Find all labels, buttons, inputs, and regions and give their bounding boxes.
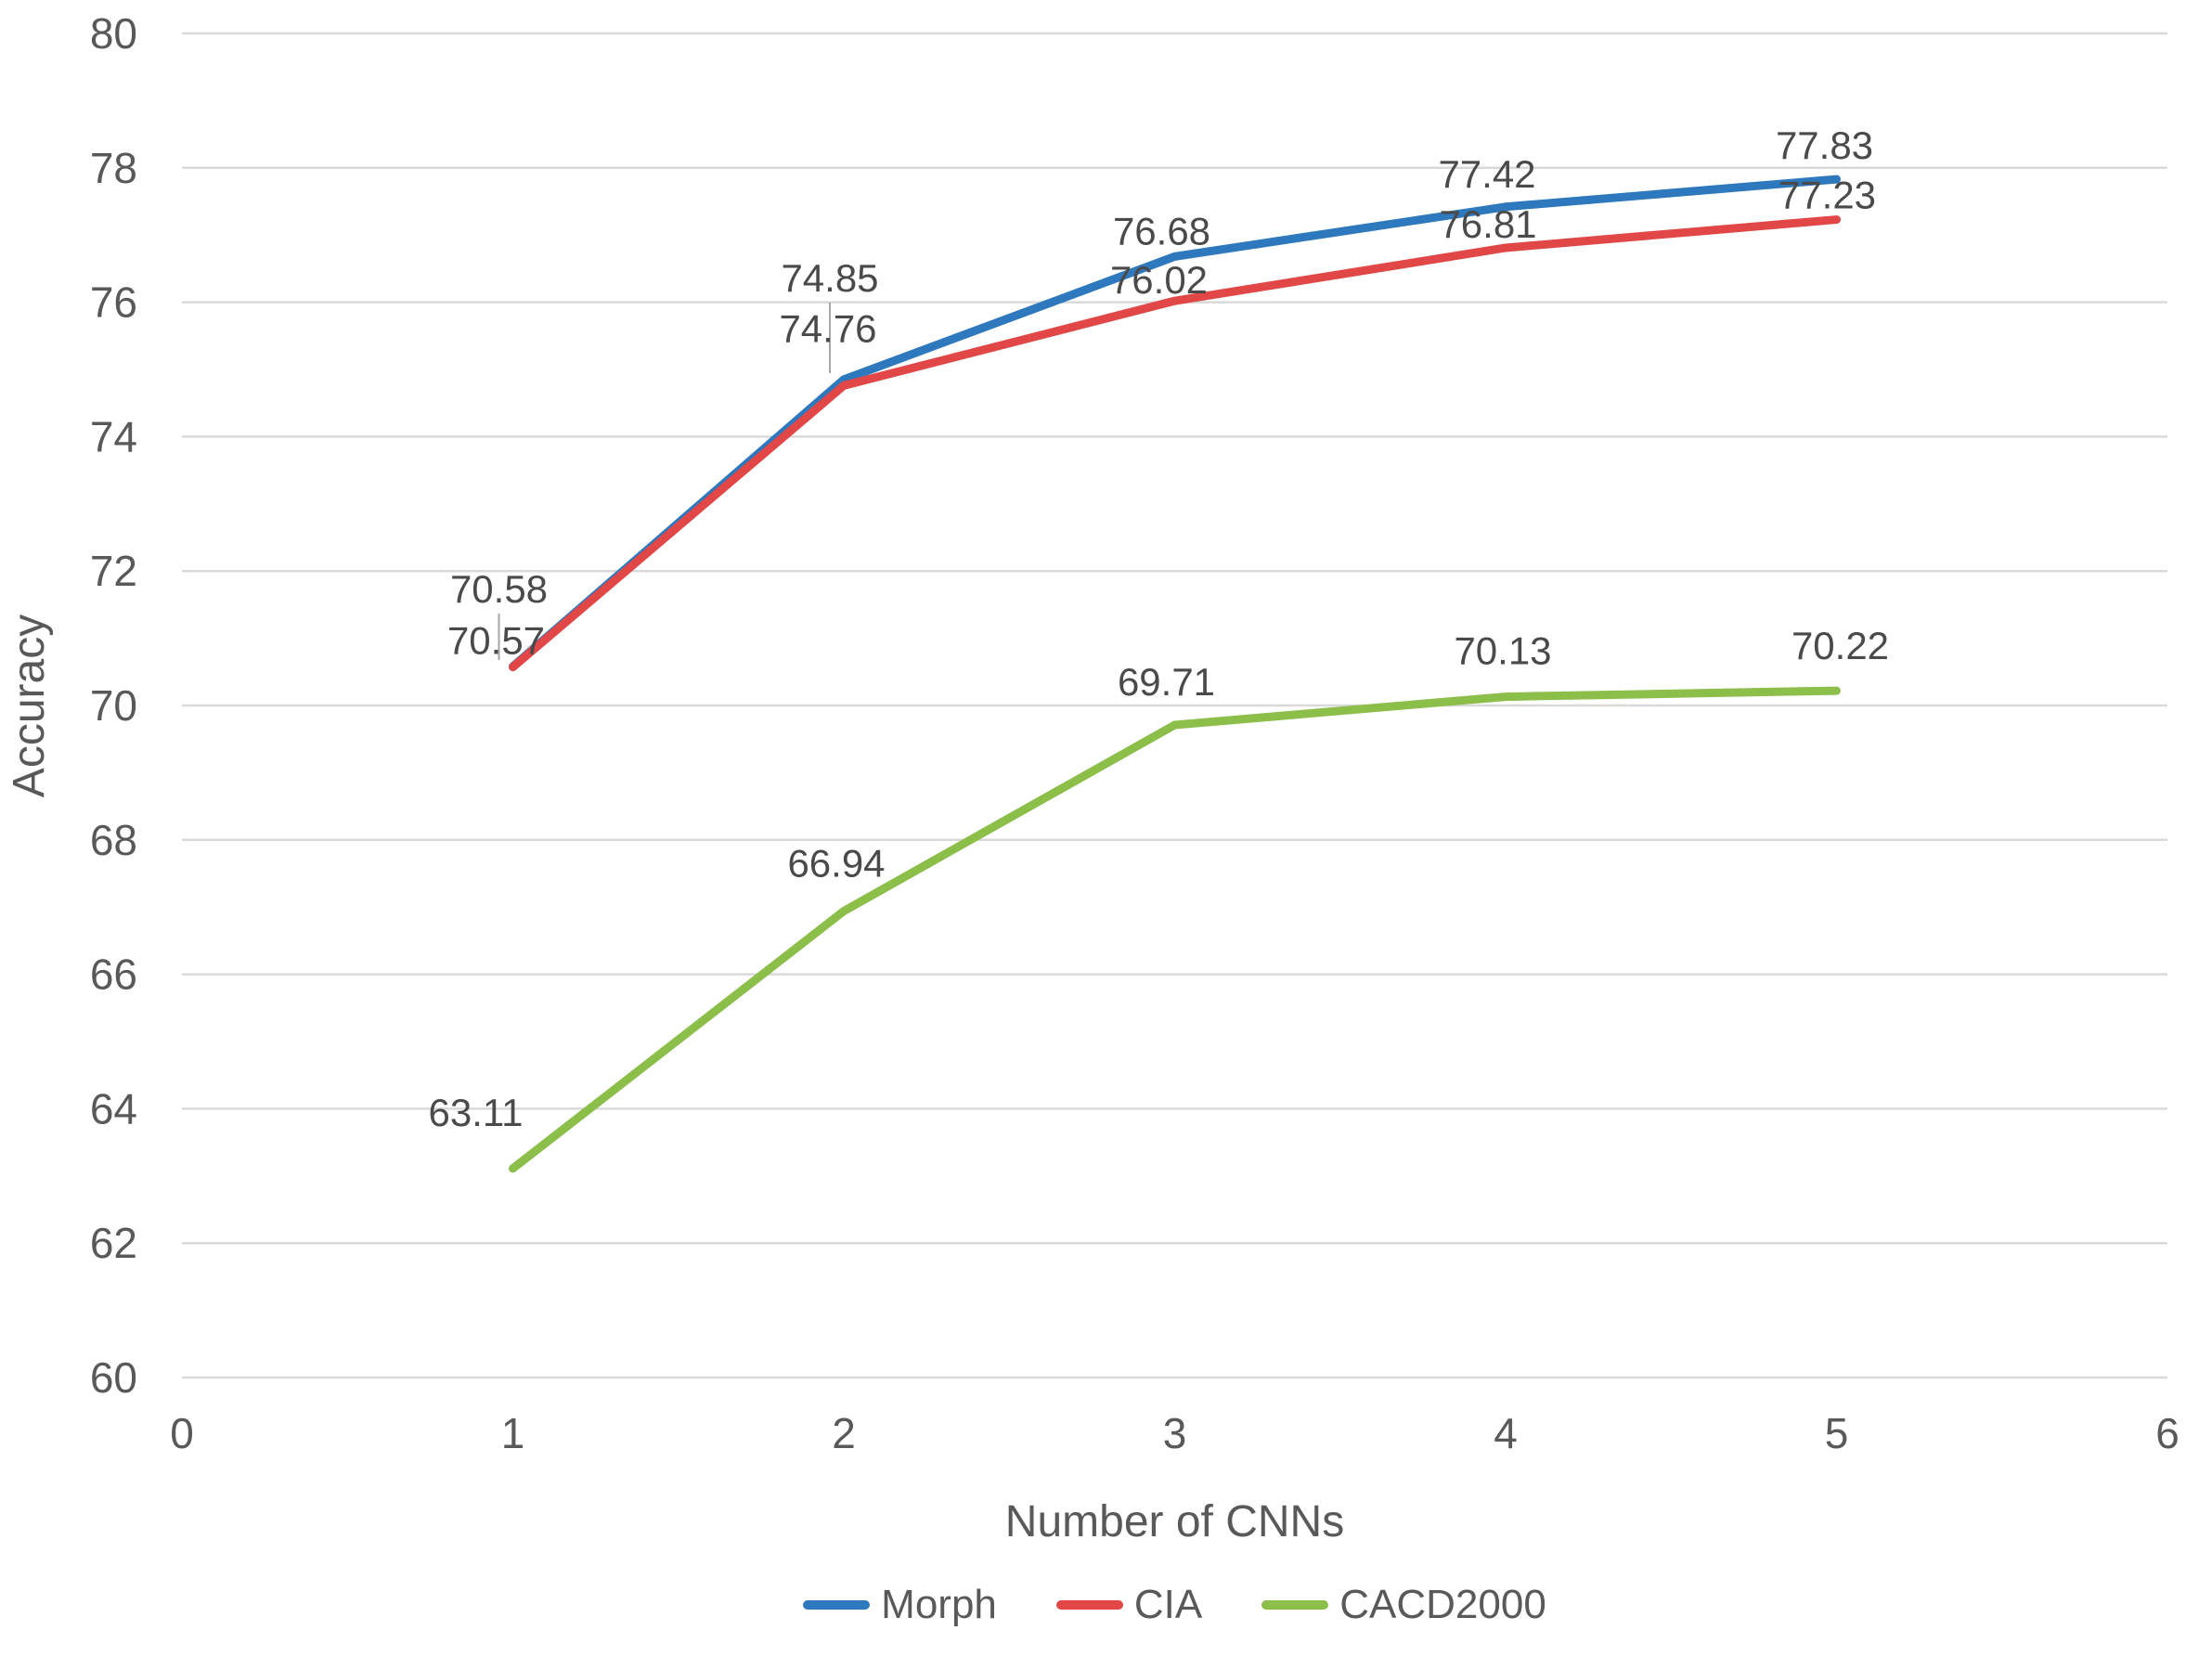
y-tick-label: 64	[90, 1084, 137, 1132]
x-tick-label: 2	[832, 1409, 856, 1457]
legend-label: Morph	[881, 1582, 997, 1627]
series-line-cia	[509, 215, 1841, 672]
y-tick-label: 66	[90, 951, 137, 999]
data-label-morph: 77.83	[1776, 123, 1873, 167]
data-label-cacd2000: 70.22	[1792, 624, 1889, 667]
y-tick-label: 80	[90, 9, 137, 58]
data-label-morph: 76.68	[1113, 209, 1210, 252]
data-label-cia: 77.23	[1779, 174, 1876, 217]
x-tick-label: 0	[170, 1409, 194, 1457]
legend-label: CIA	[1133, 1582, 1203, 1627]
y-tick-label: 60	[90, 1353, 137, 1402]
data-label-cacd2000: 70.13	[1454, 629, 1551, 673]
series-line-cacd2000	[509, 686, 1841, 1173]
series-lines-group	[509, 175, 1841, 1173]
legend-item-cacd2000: CACD2000	[1261, 1582, 1546, 1628]
data-label-cia: 76.02	[1110, 258, 1208, 302]
x-tick-label: 3	[1163, 1409, 1187, 1457]
y-tick-label: 72	[90, 547, 137, 595]
legend-label: CACD2000	[1339, 1582, 1546, 1627]
data-label-morph: 70.58	[450, 567, 548, 611]
x-tick-label: 6	[2155, 1409, 2180, 1457]
x-tick-label: 4	[1494, 1409, 1518, 1457]
y-tick-label: 78	[90, 144, 137, 192]
legend: Morph CIA CACD2000	[182, 1582, 2167, 1628]
data-label-cacd2000: 66.94	[787, 842, 885, 886]
legend-swatch-cia	[1055, 1600, 1123, 1610]
data-label-cacd2000: 69.71	[1118, 660, 1215, 704]
x-tick-label: 1	[501, 1409, 525, 1457]
x-tick-label: 5	[1825, 1409, 1849, 1457]
x-axis-title: Number of CNNs	[1004, 1497, 1345, 1546]
legend-swatch-cacd2000	[1261, 1600, 1329, 1610]
data-label-cia: 76.81	[1439, 202, 1536, 246]
legend-swatch-morph	[803, 1600, 871, 1610]
leader-lines-group	[498, 302, 831, 661]
data-label-cacd2000: 63.11	[429, 1091, 524, 1134]
x-tick-labels-group: 0 1 2 3 4 5 6	[170, 1409, 2180, 1457]
data-label-cia: 70.57	[447, 619, 545, 663]
legend-item-morph: Morph	[803, 1582, 997, 1628]
data-label-cia: 74.76	[779, 306, 876, 350]
data-labels-group: 70.58 74.85 76.68 77.42 77.83 70.57 74.76 76.02…	[429, 123, 1890, 1134]
data-label-morph: 74.85	[781, 256, 878, 300]
y-tick-label: 68	[90, 816, 137, 864]
legend-item-cia: CIA	[1055, 1582, 1203, 1628]
y-tick-label: 62	[90, 1219, 137, 1267]
y-tick-labels-group: 60 62 64 66 68 70 72 74 76 78 80	[90, 9, 137, 1402]
y-tick-label: 74	[90, 412, 137, 460]
y-tick-label: 76	[90, 278, 137, 327]
data-label-morph: 77.42	[1438, 152, 1535, 196]
y-tick-label: 70	[90, 681, 137, 730]
